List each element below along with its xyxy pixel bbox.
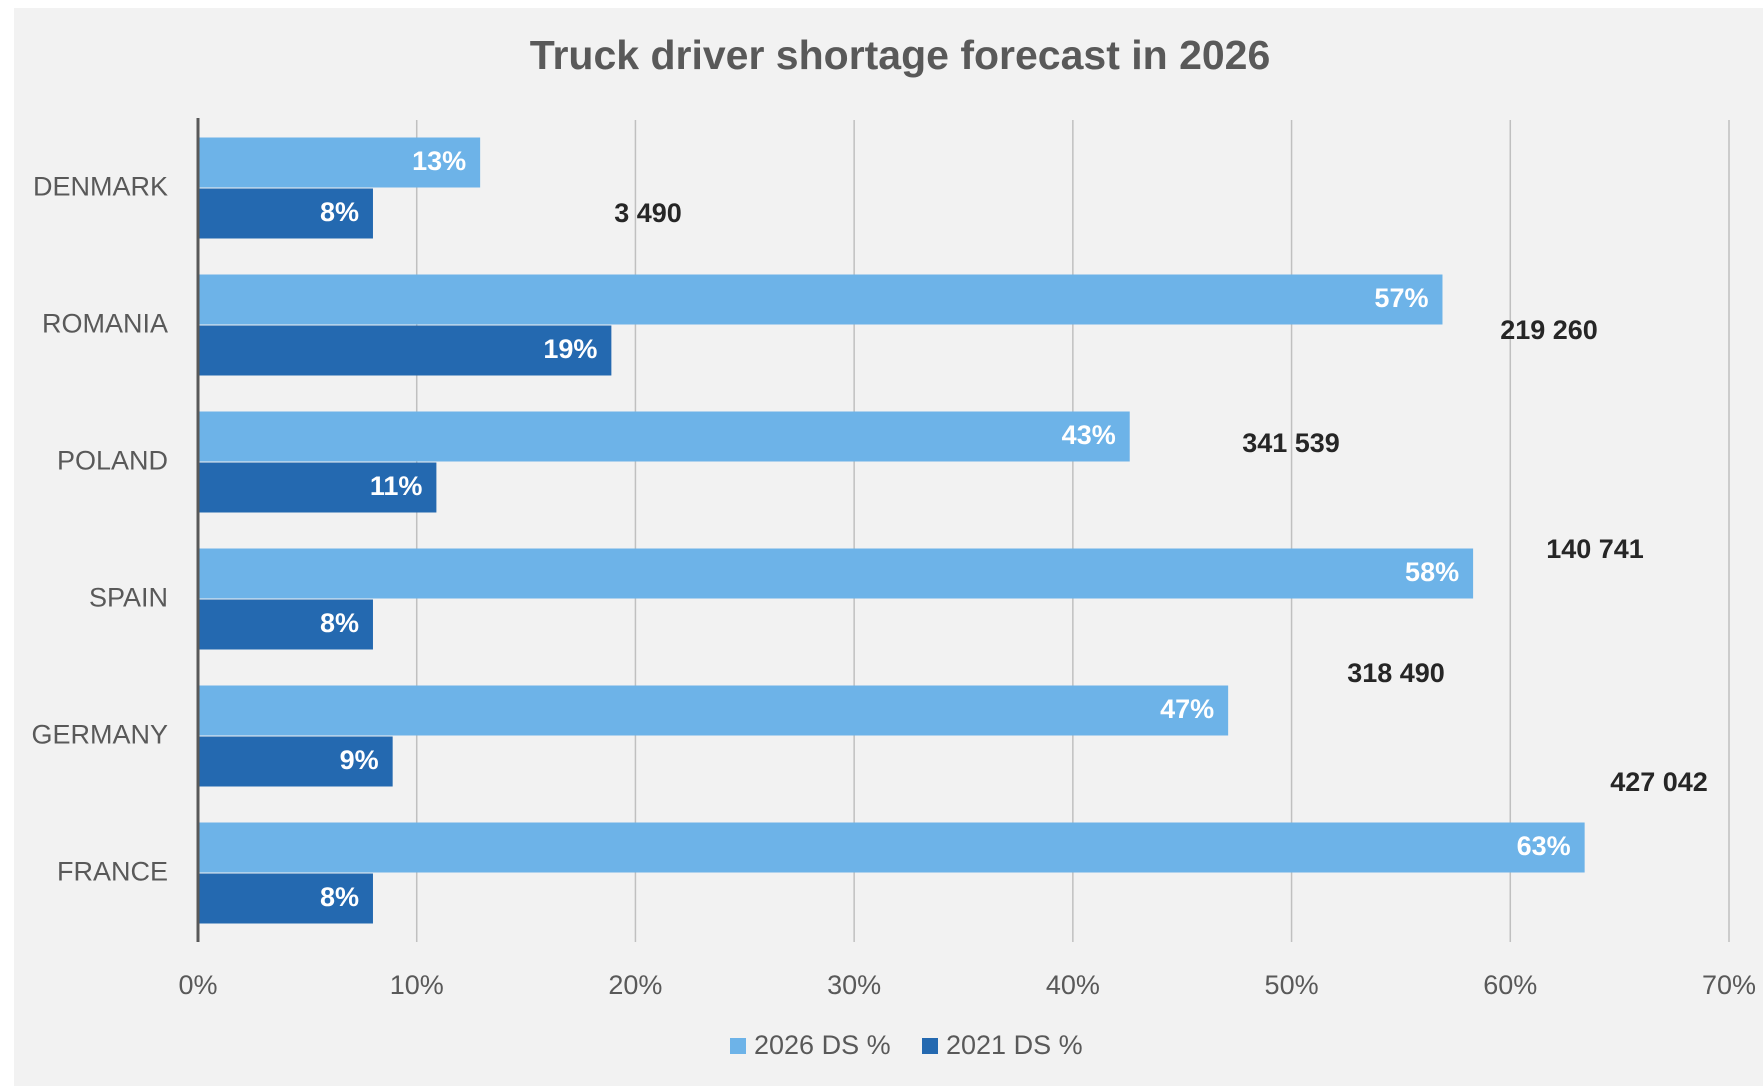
x-tick-label: 40% <box>1046 970 1100 1000</box>
annotation: 219 260 <box>1500 315 1598 345</box>
legend-label: 2021 DS % <box>946 1030 1083 1060</box>
value-label: 58% <box>1405 557 1459 587</box>
bar <box>198 325 612 376</box>
value-label: 11% <box>370 471 423 501</box>
y-tick-label: GERMANY <box>31 720 168 750</box>
value-label: 8% <box>320 608 359 638</box>
value-label: 8% <box>320 882 359 912</box>
value-label: 13% <box>412 146 466 176</box>
bar <box>198 462 437 513</box>
value-label: 63% <box>1517 831 1571 861</box>
value-label: 9% <box>340 745 379 775</box>
bar <box>198 873 373 924</box>
x-tick-label: 50% <box>1265 970 1319 1000</box>
y-tick-label: POLAND <box>57 446 168 476</box>
x-tick-label: 60% <box>1483 970 1537 1000</box>
bar <box>198 411 1130 462</box>
bar <box>198 822 1585 873</box>
value-label: 47% <box>1160 694 1214 724</box>
bar <box>198 736 393 787</box>
value-label: 19% <box>543 334 597 364</box>
value-label: 8% <box>320 197 359 227</box>
y-tick-label: FRANCE <box>57 857 168 887</box>
x-tick-label: 30% <box>827 970 881 1000</box>
annotation: 341 539 <box>1242 428 1340 458</box>
annotation: 427 042 <box>1610 767 1708 797</box>
annotation: 140 741 <box>1546 534 1644 564</box>
legend-label: 2026 DS % <box>754 1030 891 1060</box>
bar <box>198 548 1474 599</box>
chart-title: Truck driver shortage forecast in 2026 <box>530 32 1271 78</box>
x-tick-label: 20% <box>608 970 662 1000</box>
x-tick-label: 10% <box>390 970 444 1000</box>
bar <box>198 274 1443 325</box>
bar <box>198 137 481 188</box>
annotation: 318 490 <box>1347 658 1445 688</box>
annotation: 3 490 <box>614 198 682 228</box>
bar <box>198 599 373 650</box>
legend-swatch <box>730 1038 746 1054</box>
x-tick-label: 0% <box>178 970 217 1000</box>
legend-swatch <box>922 1038 938 1054</box>
y-tick-label: DENMARK <box>33 172 168 202</box>
value-label: 43% <box>1062 420 1116 450</box>
bar <box>198 188 373 239</box>
bar <box>198 685 1229 736</box>
x-tick-label: 70% <box>1702 970 1756 1000</box>
value-label: 57% <box>1374 283 1428 313</box>
y-tick-label: SPAIN <box>89 583 168 613</box>
y-tick-label: ROMANIA <box>42 309 168 339</box>
